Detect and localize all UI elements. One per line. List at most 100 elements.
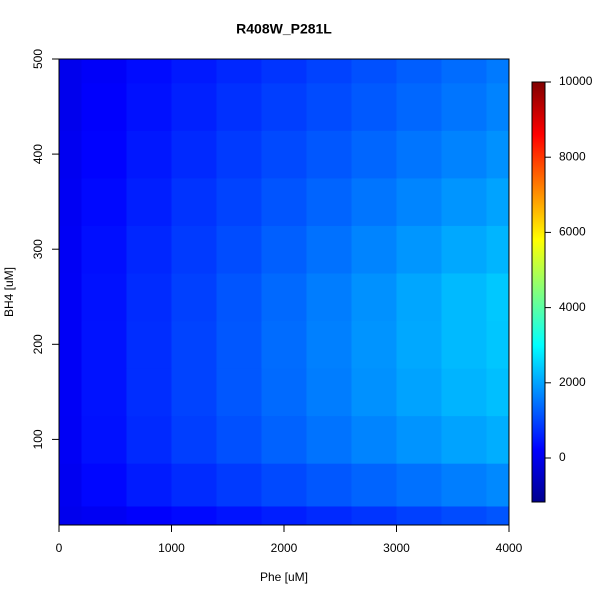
contour-cell — [216, 505, 262, 525]
contour-cell — [171, 130, 217, 179]
contour-cell — [171, 505, 217, 525]
contour-cell — [81, 177, 127, 226]
contour-cell — [306, 130, 352, 179]
contour-cell — [261, 415, 307, 464]
contour-cell — [261, 59, 307, 84]
contour-cell — [261, 130, 307, 179]
contour-cell — [441, 320, 487, 369]
contour-cell — [126, 320, 172, 369]
contour-cell — [171, 82, 217, 131]
contour-cell — [306, 415, 352, 464]
contour-cell — [306, 59, 352, 84]
contour-cell — [396, 82, 442, 131]
contour-cell — [59, 177, 82, 226]
contour-cell — [306, 368, 352, 417]
contour-cell — [126, 59, 172, 84]
contour-cell — [486, 225, 509, 274]
contour-cell — [126, 130, 172, 179]
contour-cell — [171, 59, 217, 84]
contour-cell — [171, 415, 217, 464]
contour-cell — [81, 272, 127, 322]
contour-cell — [261, 368, 307, 417]
contour-cell — [126, 505, 172, 525]
contour-cell — [486, 320, 509, 369]
y-tick-label: 200 — [31, 334, 45, 354]
contour-cell — [396, 59, 442, 84]
contour-cell — [126, 177, 172, 226]
contour-cell — [126, 272, 172, 322]
contour-cell — [126, 82, 172, 131]
contour-cell — [441, 59, 487, 84]
contour-cell — [396, 130, 442, 179]
colorbar-tick-label: 10000 — [559, 74, 593, 88]
contour-cell — [59, 320, 82, 369]
contour-cell — [351, 505, 397, 525]
contour-cell — [441, 130, 487, 179]
contour-cell — [351, 82, 397, 131]
contour-cell — [441, 177, 487, 226]
contour-cell — [216, 463, 262, 507]
contour-cell — [171, 272, 217, 322]
x-tick-label: 2000 — [271, 541, 298, 555]
contour-cell — [171, 320, 217, 369]
contour-cell — [216, 272, 262, 322]
colorbar-tick-label: 4000 — [559, 300, 586, 314]
y-tick-label: 400 — [31, 144, 45, 164]
contour-cell — [396, 272, 442, 322]
y-axis-label: BH4 [uM] — [2, 267, 16, 317]
colorbar-tick-label: 0 — [559, 450, 566, 464]
contour-cell — [351, 177, 397, 226]
contour-cell — [396, 415, 442, 464]
contour-cell — [486, 82, 509, 131]
contour-cell — [59, 368, 82, 417]
contour-cell — [126, 463, 172, 507]
contour-cell — [81, 59, 127, 84]
contour-cell — [396, 225, 442, 274]
contour-cell — [216, 225, 262, 274]
contour-cell — [81, 225, 127, 274]
contour-area — [59, 59, 509, 525]
contour-cell — [351, 368, 397, 417]
contour-cell — [81, 415, 127, 464]
contour-cell — [306, 463, 352, 507]
contour-cell — [216, 368, 262, 417]
contour-cell — [59, 130, 82, 179]
contour-cell — [441, 368, 487, 417]
colorbar — [531, 81, 546, 503]
contour-cell — [261, 82, 307, 131]
contour-cell — [306, 177, 352, 226]
contour-cell — [171, 225, 217, 274]
contour-cell — [59, 82, 82, 131]
contour-cell — [216, 320, 262, 369]
contour-cell — [351, 320, 397, 369]
x-axis-label: Phe [uM] — [260, 570, 308, 584]
contour-cell — [59, 463, 82, 507]
contour-cell — [306, 505, 352, 525]
contour-cell — [171, 463, 217, 507]
contour-cell — [126, 415, 172, 464]
contour-cell — [351, 225, 397, 274]
contour-cell — [261, 505, 307, 525]
contour-cell — [81, 368, 127, 417]
chart-title: R408W_P281L — [236, 21, 332, 37]
contour-cell — [126, 225, 172, 274]
contour-cell — [81, 463, 127, 507]
y-tick-label: 500 — [31, 49, 45, 69]
contour-cell — [351, 415, 397, 464]
contour-cell — [261, 463, 307, 507]
contour-cell — [126, 368, 172, 417]
contour-cell — [396, 320, 442, 369]
contour-cell — [486, 59, 509, 84]
y-tick-label: 100 — [31, 429, 45, 449]
contour-cell — [396, 505, 442, 525]
contour-cell — [261, 320, 307, 369]
colorbar-tick-label: 8000 — [559, 149, 586, 163]
contour-cell — [171, 368, 217, 417]
x-tick-label: 1000 — [158, 541, 185, 555]
contour-cell — [351, 272, 397, 322]
contour-cell — [351, 59, 397, 84]
contour-cell — [306, 225, 352, 274]
contour-cell — [486, 463, 509, 507]
contour-cell — [171, 177, 217, 226]
